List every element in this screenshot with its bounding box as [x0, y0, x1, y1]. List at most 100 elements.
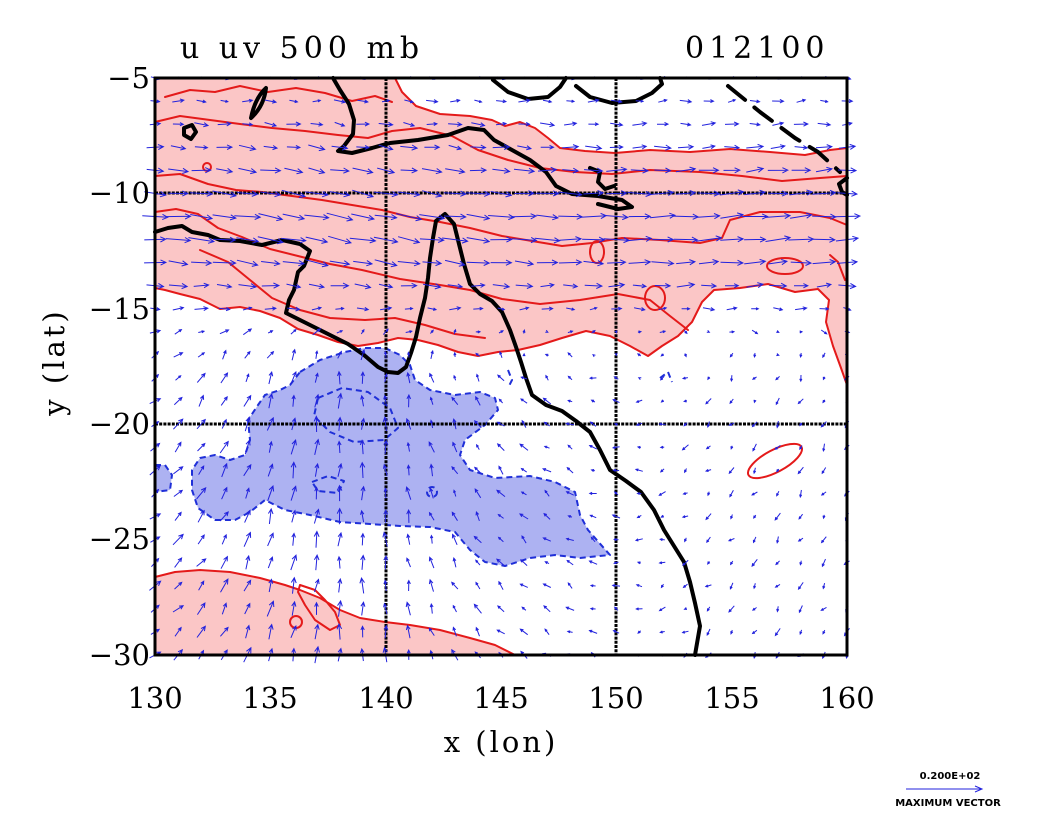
wind-vector — [498, 398, 503, 404]
wind-vector — [360, 601, 366, 616]
wind-vector — [384, 373, 388, 383]
wind-vector — [521, 535, 527, 544]
wind-vector — [245, 554, 251, 570]
wind-vector — [212, 259, 237, 266]
wind-vector — [360, 328, 365, 335]
wind-vector — [753, 399, 757, 404]
wind-vector — [333, 99, 347, 104]
wind-vector — [794, 283, 809, 289]
wind-vector — [541, 306, 554, 311]
wind-vector — [705, 513, 712, 521]
contour-line — [154, 208, 689, 331]
wind-vector — [651, 236, 675, 243]
wind-vector — [588, 560, 598, 565]
wind-vector — [634, 468, 643, 472]
wind-vector — [221, 418, 227, 429]
wind-vector — [220, 395, 228, 406]
wind-vector — [397, 260, 421, 267]
y-tick-label: −20 — [89, 407, 150, 441]
wind-vector — [291, 532, 296, 546]
wind-vector — [406, 533, 411, 545]
contour-line — [829, 254, 846, 281]
wind-vector — [286, 283, 302, 289]
wind-vector — [194, 122, 210, 128]
wind-vector — [681, 515, 689, 519]
wind-vector — [589, 514, 597, 519]
wind-vector — [475, 395, 481, 406]
wind-vector — [608, 282, 626, 289]
wind-vector — [360, 371, 365, 384]
wind-vector — [466, 190, 491, 197]
wind-vector — [589, 584, 596, 588]
wind-vector — [776, 420, 780, 429]
wind-vector — [701, 283, 718, 289]
wind-vector — [654, 283, 672, 289]
wind-vector — [313, 553, 320, 571]
wind-vector — [521, 606, 527, 611]
wind-vector — [632, 121, 648, 127]
wind-vector — [267, 507, 274, 525]
x-tick-label: 135 — [242, 681, 297, 715]
wind-vector — [681, 307, 691, 311]
wind-vector — [697, 213, 721, 220]
wind-vector — [291, 509, 297, 523]
wind-vector — [216, 167, 234, 174]
wind-vector — [545, 329, 549, 333]
wind-vector — [428, 441, 435, 453]
wind-vector — [264, 306, 277, 311]
wind-vector — [822, 629, 826, 635]
wind-vector — [751, 558, 758, 568]
wind-vector — [326, 212, 354, 222]
wind-vector — [795, 306, 808, 311]
wind-vector — [590, 536, 596, 543]
wind-vector — [378, 144, 394, 151]
wind-vector — [497, 307, 506, 311]
wind-vector — [173, 489, 184, 497]
wind-vector — [218, 306, 231, 312]
wind-vector — [430, 349, 434, 360]
wind-vector — [630, 167, 650, 174]
y-tick-label: −30 — [89, 638, 150, 672]
wind-vector — [426, 122, 439, 127]
wind-vector — [243, 579, 252, 592]
wind-vector — [291, 417, 297, 431]
wind-vector — [314, 438, 320, 456]
wind-vector — [704, 584, 712, 588]
wind-vector — [378, 121, 394, 127]
wind-vector — [751, 307, 760, 311]
wind-vector — [444, 259, 466, 267]
wind-vector — [219, 511, 229, 522]
wind-vector — [243, 328, 253, 336]
wind-vector — [727, 99, 737, 103]
wind-vector — [429, 534, 434, 544]
wind-vector — [726, 306, 738, 311]
wind-vector — [635, 584, 643, 588]
wind-vector — [635, 99, 645, 103]
wind-vector — [775, 560, 780, 566]
wind-vector — [266, 600, 275, 617]
wind-vector — [684, 468, 687, 474]
wind-vector — [168, 260, 189, 267]
wind-vector — [220, 555, 228, 569]
wind-vector — [746, 282, 765, 289]
wind-vector — [281, 189, 307, 199]
wind-vector — [519, 583, 528, 588]
wind-vector — [429, 396, 434, 405]
wind-vector — [268, 440, 273, 453]
wind-vector — [191, 167, 212, 174]
wind-vector — [312, 99, 322, 103]
legend-vector-arrow — [906, 785, 984, 793]
wind-vector — [443, 190, 467, 197]
wind-vector — [704, 469, 712, 472]
wind-vector — [588, 376, 597, 380]
wind-vector — [356, 306, 370, 312]
wind-vector — [286, 121, 302, 127]
wind-vector — [475, 330, 482, 334]
wind-vector — [776, 606, 780, 613]
wind-vector — [675, 166, 697, 173]
wind-vector — [673, 236, 699, 243]
contour-line — [199, 249, 486, 339]
wind-vector — [511, 236, 538, 244]
wind-vector — [383, 554, 389, 570]
